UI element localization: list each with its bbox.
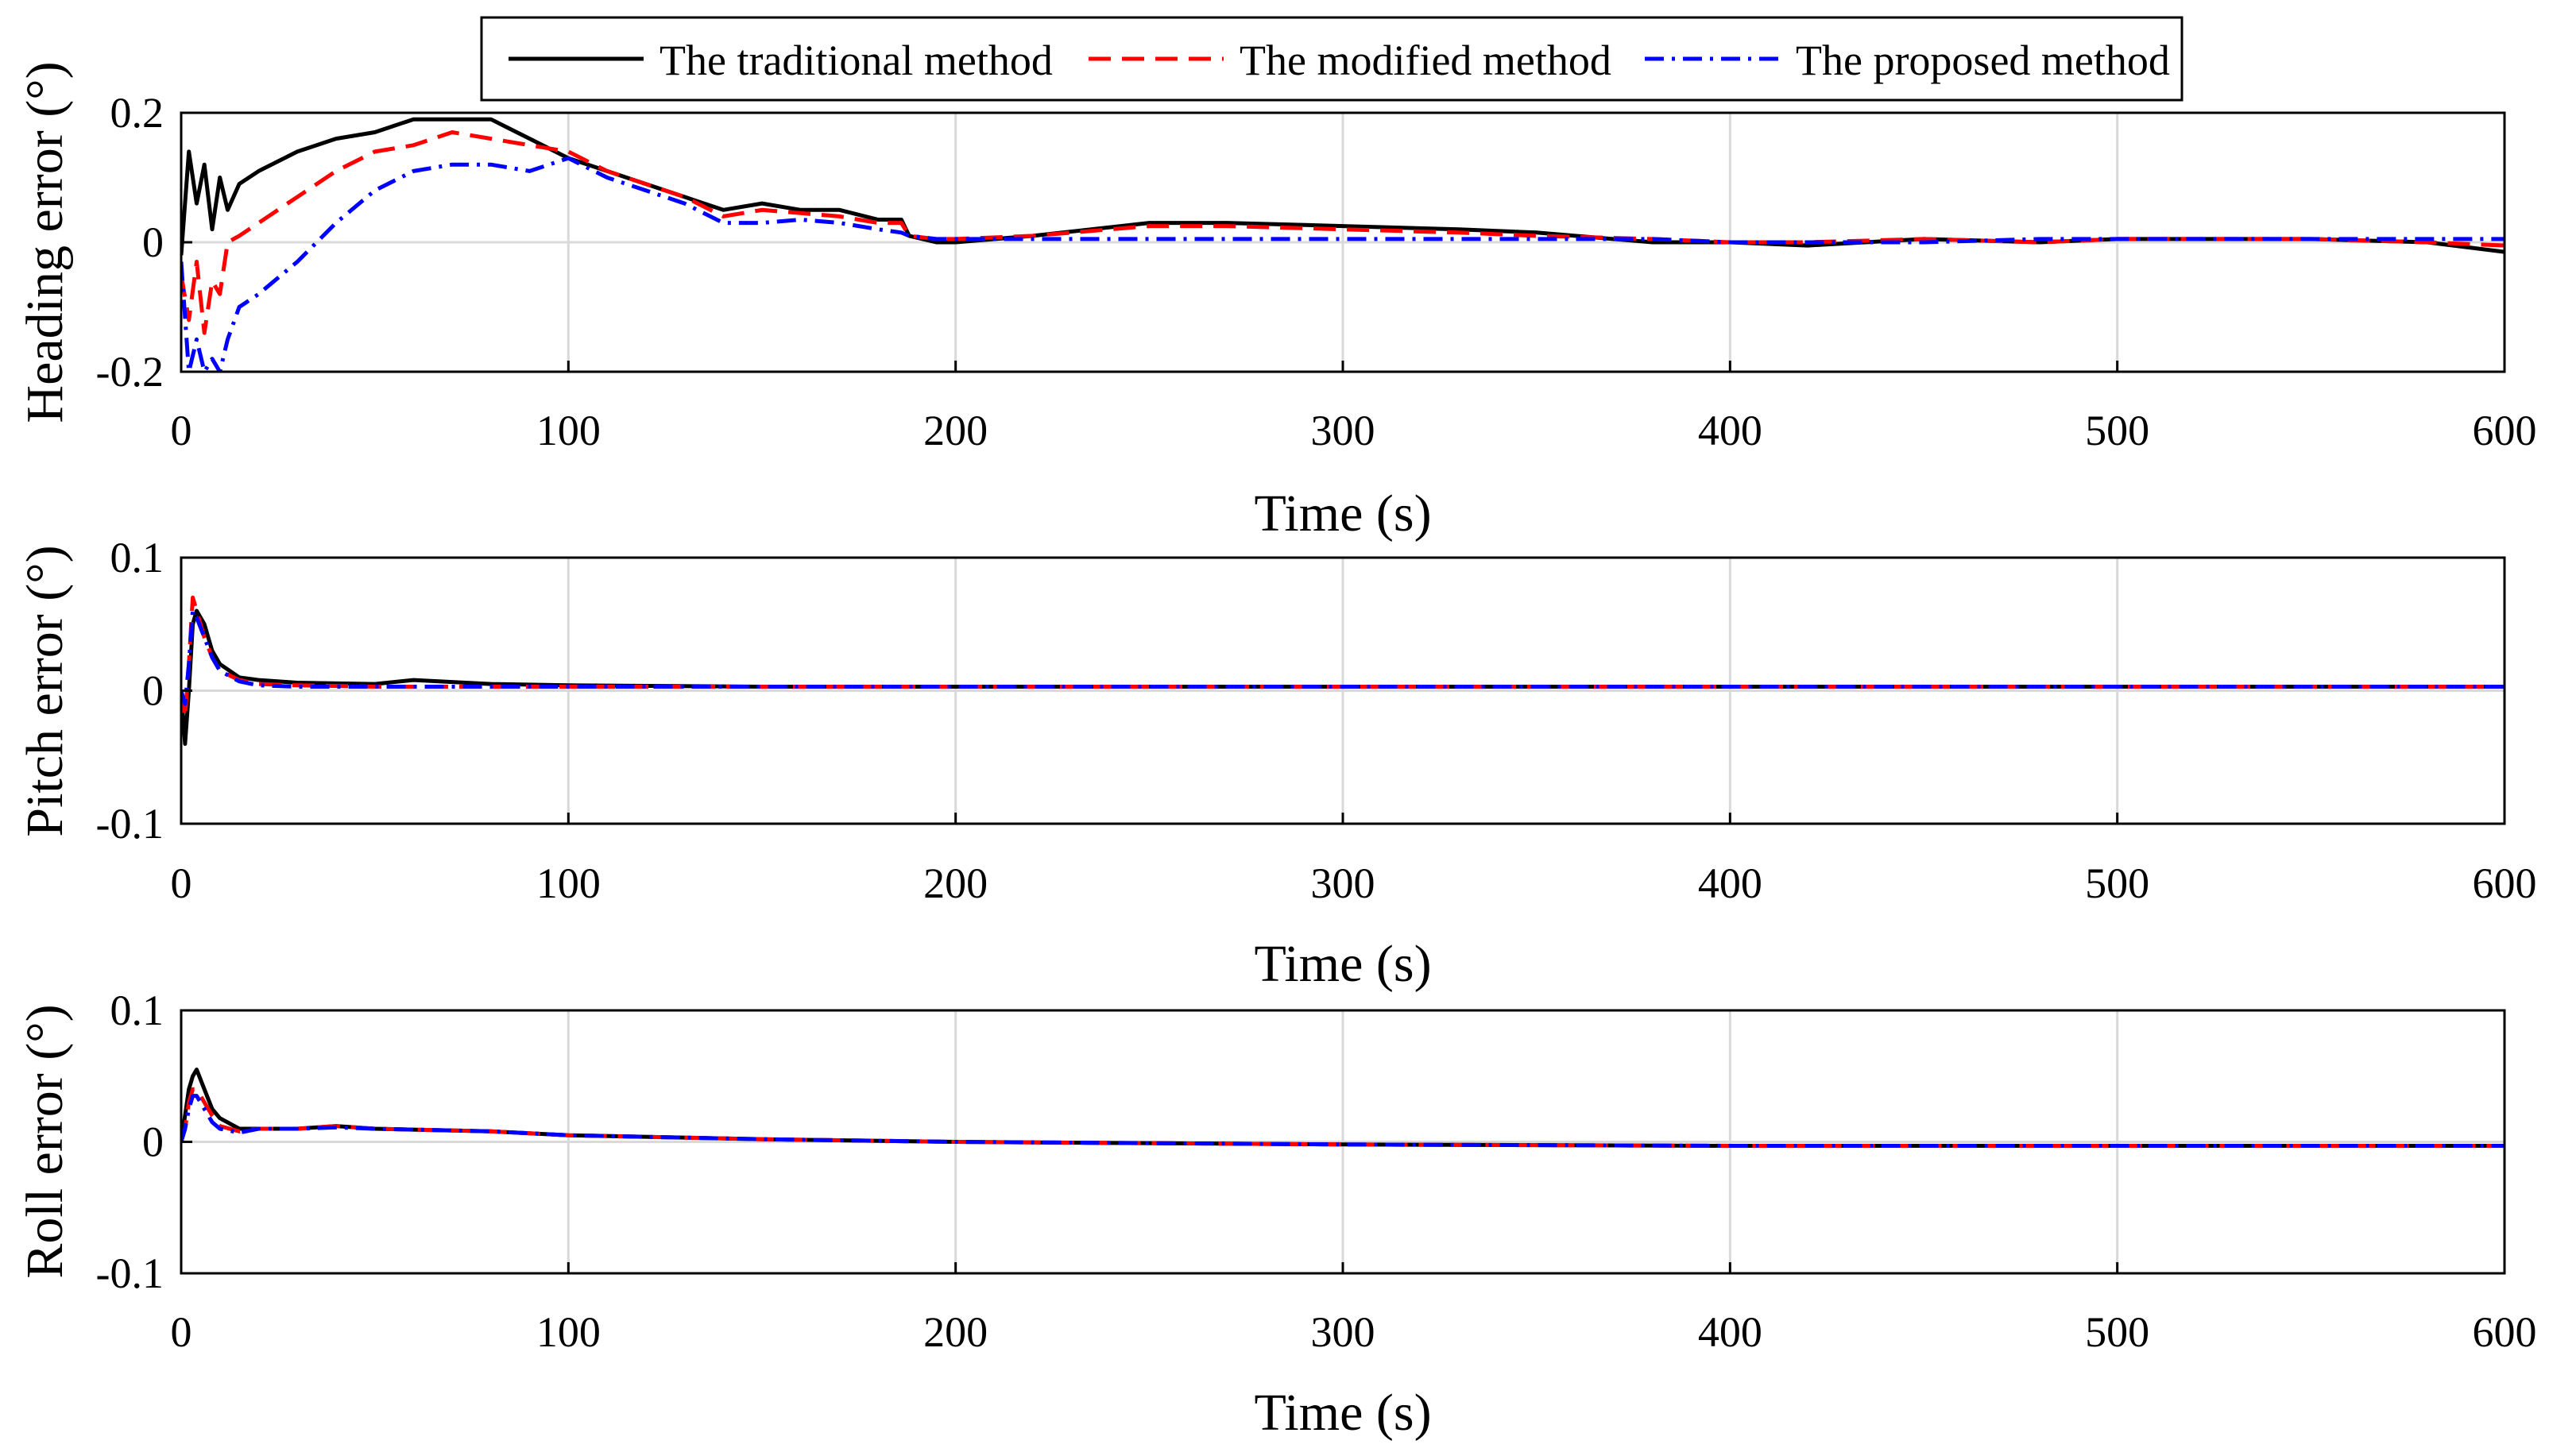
series-line-solid (181, 117, 2505, 256)
x-tick-label: 600 (2473, 1308, 2537, 1356)
y-tick-label: 0.1 (110, 534, 164, 581)
y-tick-label: 0 (142, 667, 164, 715)
y-axis-label: Heading error (°) (16, 61, 74, 423)
x-axis-label: Time (s) (1254, 485, 1431, 543)
y-tick-label: -0.2 (96, 348, 164, 396)
x-tick-label: 400 (1698, 859, 1762, 907)
y-tick-label: 0 (142, 1118, 164, 1166)
legend-label: The proposed method (1796, 37, 2170, 84)
y-axis-label: Pitch error (°) (16, 545, 74, 836)
x-axis-label: Time (s) (1254, 935, 1431, 993)
series-group (181, 595, 2505, 746)
x-tick-label: 100 (536, 1308, 601, 1356)
x-tick-label: 100 (536, 859, 601, 907)
x-tick-label: 300 (1311, 1308, 1375, 1356)
x-tick-label: 400 (1698, 407, 1762, 454)
legend-entry: The traditional method (509, 37, 1053, 84)
y-axis-label: Roll error (°) (16, 1004, 74, 1278)
x-tick-label: 200 (923, 1308, 988, 1356)
x-axis-label: Time (s) (1254, 1384, 1431, 1442)
series-group (181, 1068, 2505, 1148)
legend-label: The traditional method (659, 37, 1053, 84)
x-tick-label: 300 (1311, 859, 1375, 907)
x-tick-label: 200 (923, 407, 988, 454)
x-tick-label: 200 (923, 859, 988, 907)
x-tick-label: 300 (1311, 407, 1375, 454)
legend-entry: The modified method (1089, 37, 1611, 84)
series-line-dashdot (181, 1094, 2505, 1148)
x-tick-label: 0 (171, 407, 192, 454)
series-line-dashdot (181, 608, 2505, 706)
x-tick-label: 600 (2473, 859, 2537, 907)
y-tick-label: -0.1 (96, 1249, 164, 1297)
legend-entry: The proposed method (1645, 37, 2170, 84)
y-tick-label: 0.2 (110, 89, 164, 137)
y-tick-label: 0.1 (110, 987, 164, 1034)
y-tick-label: -0.1 (96, 800, 164, 848)
x-tick-label: 500 (2085, 1308, 2149, 1356)
series-group (181, 117, 2505, 372)
x-tick-label: 600 (2473, 407, 2537, 454)
x-tick-label: 500 (2085, 407, 2149, 454)
x-tick-label: 0 (171, 1308, 192, 1356)
x-tick-label: 100 (536, 407, 601, 454)
series-line-dashdot (181, 156, 2505, 372)
x-tick-label: 500 (2085, 859, 2149, 907)
x-tick-label: 400 (1698, 1308, 1762, 1356)
legend: The traditional method The modified metho… (480, 16, 2183, 102)
legend-box (480, 16, 2183, 102)
x-tick-label: 0 (171, 859, 192, 907)
legend-label: The modified method (1240, 37, 1611, 84)
y-tick-label: 0 (142, 218, 164, 266)
